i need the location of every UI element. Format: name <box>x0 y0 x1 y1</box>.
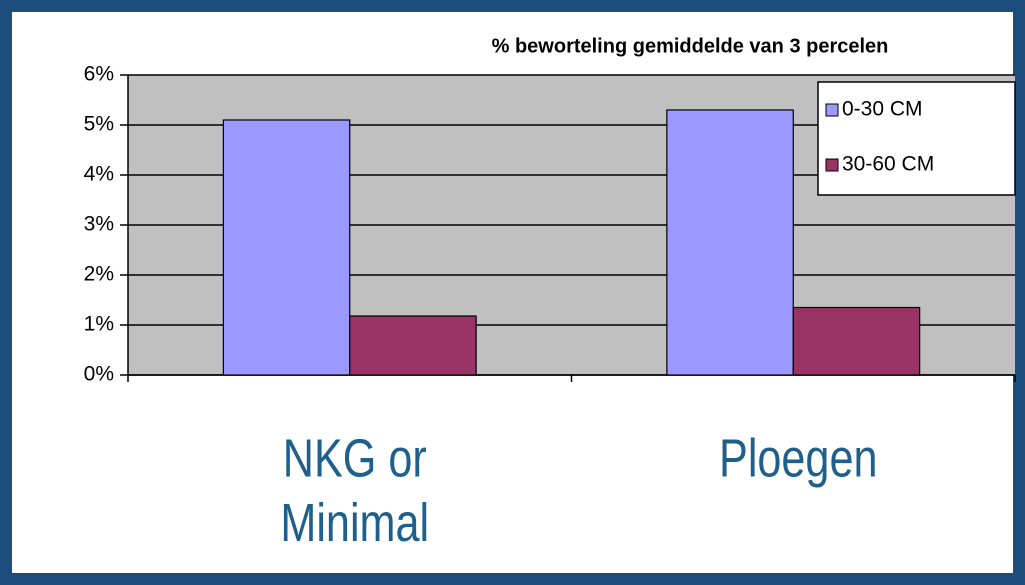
bar <box>666 109 794 376</box>
chart-title: % beworteling gemiddelde van 3 percelen <box>492 35 889 57</box>
legend-label: 0-30 CM <box>842 98 923 121</box>
bar <box>792 306 921 376</box>
y-tick-label: 0% <box>84 363 114 386</box>
y-tick-label: 2% <box>84 263 114 286</box>
x-tick-label: NKG or Minimal <box>280 429 429 553</box>
y-tick-label: 4% <box>84 163 114 186</box>
y-tick-label: 3% <box>84 213 114 236</box>
legend-box <box>817 81 1016 196</box>
legend-label: 30-60 CM <box>842 153 934 176</box>
y-tick-label: 1% <box>84 313 114 336</box>
bar <box>222 119 351 376</box>
bar <box>349 315 477 376</box>
y-tick-label: 6% <box>84 63 114 86</box>
legend-swatch <box>825 158 839 172</box>
x-tick-label: Ploegen <box>719 429 877 489</box>
y-tick-label: 5% <box>84 113 114 136</box>
legend-swatch <box>825 103 839 117</box>
